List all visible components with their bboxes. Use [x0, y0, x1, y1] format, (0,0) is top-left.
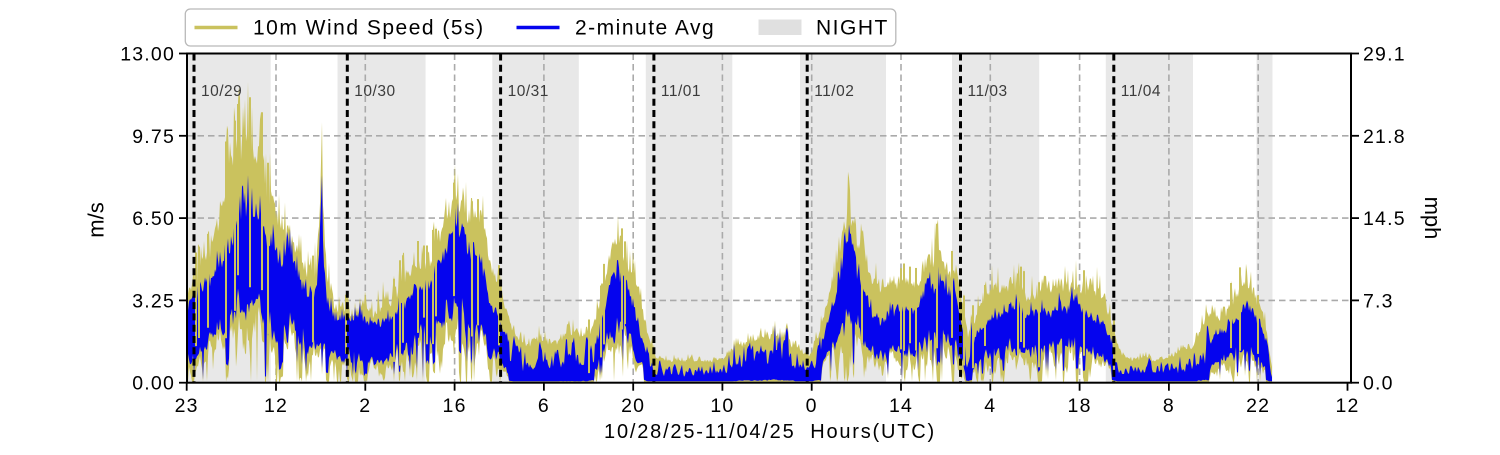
svg-text:11/02: 11/02 — [814, 83, 854, 100]
svg-text:13.00: 13.00 — [120, 44, 175, 66]
svg-text:10/28/25-11/04/25 Hours(UTC): 10/28/25-11/04/25 Hours(UTC) — [604, 421, 936, 443]
svg-text:8: 8 — [1163, 395, 1175, 417]
svg-text:2: 2 — [359, 395, 371, 417]
svg-text:29.1: 29.1 — [1363, 44, 1406, 66]
svg-text:4: 4 — [984, 395, 996, 417]
svg-text:18: 18 — [1068, 395, 1092, 417]
svg-text:m/s: m/s — [84, 202, 109, 237]
svg-text:16: 16 — [443, 395, 467, 417]
svg-text:21.8: 21.8 — [1363, 126, 1406, 148]
svg-text:10/30: 10/30 — [354, 83, 395, 100]
svg-text:12: 12 — [1335, 395, 1359, 417]
svg-text:22: 22 — [1246, 395, 1270, 417]
svg-text:14: 14 — [889, 395, 913, 417]
svg-text:12: 12 — [264, 395, 288, 417]
svg-text:9.75: 9.75 — [132, 126, 175, 148]
svg-text:7.3: 7.3 — [1363, 290, 1394, 312]
svg-text:0: 0 — [806, 395, 818, 417]
svg-text:10: 10 — [710, 395, 734, 417]
svg-text:11/04: 11/04 — [1121, 83, 1161, 100]
svg-text:10m Wind Speed (5s): 10m Wind Speed (5s) — [253, 17, 485, 40]
svg-text:20: 20 — [621, 395, 645, 417]
svg-text:23: 23 — [175, 395, 199, 417]
svg-text:11/03: 11/03 — [968, 83, 1008, 100]
svg-text:0.0: 0.0 — [1363, 373, 1394, 395]
svg-text:2-minute Avg: 2-minute Avg — [575, 17, 715, 40]
svg-text:14.5: 14.5 — [1363, 208, 1406, 230]
svg-text:0.00: 0.00 — [132, 373, 175, 395]
svg-text:mph: mph — [1420, 197, 1445, 240]
svg-text:6.50: 6.50 — [132, 208, 175, 230]
svg-text:11/01: 11/01 — [661, 83, 701, 100]
svg-text:6: 6 — [538, 395, 550, 417]
svg-text:10/29: 10/29 — [201, 83, 242, 100]
svg-text:10/31: 10/31 — [508, 83, 549, 100]
svg-text:NIGHT: NIGHT — [816, 17, 889, 40]
svg-text:3.25: 3.25 — [132, 290, 175, 312]
